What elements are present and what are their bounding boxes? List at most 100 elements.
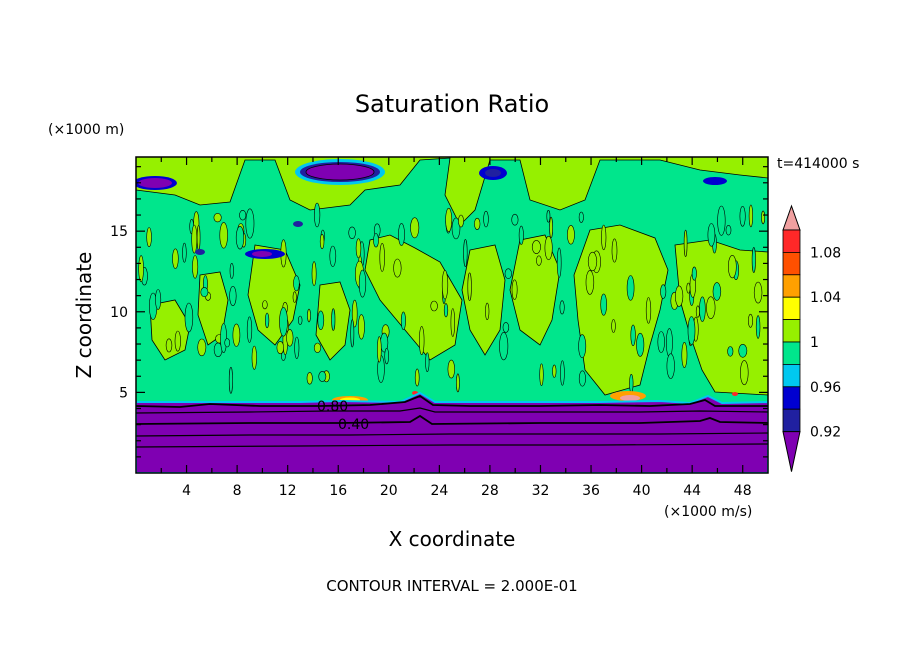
streak (748, 204, 754, 228)
contour-label-0.80: 0.80 (317, 399, 348, 415)
streak (348, 226, 356, 240)
colorbar-label: 0.96 (810, 380, 841, 396)
streak (265, 312, 270, 329)
streak (546, 210, 551, 223)
time-label: t=414000 s (777, 156, 859, 172)
streak (611, 319, 616, 333)
streak (246, 316, 253, 343)
contour-interval-footer: CONTOUR INTERVAL = 2.000E-01 (326, 577, 577, 595)
plot-frame (135, 156, 769, 474)
streak (311, 261, 317, 287)
streak (739, 206, 746, 227)
streak (228, 366, 233, 394)
streak (483, 210, 489, 228)
streak (447, 359, 455, 379)
streak (686, 282, 691, 294)
streak (629, 373, 634, 393)
streak (298, 315, 303, 325)
streak (279, 307, 288, 337)
streak (331, 308, 336, 331)
streak (666, 328, 673, 358)
streak (539, 363, 544, 386)
streak (200, 287, 209, 298)
streak (286, 329, 294, 347)
streak (626, 275, 635, 301)
streak (451, 217, 461, 240)
streak (355, 238, 362, 259)
streak (384, 348, 390, 365)
streak (313, 342, 322, 353)
x-tick-label: 12 (279, 483, 297, 499)
streak (443, 303, 449, 318)
colorbar-bottom-extension (782, 431, 801, 472)
colorbar-label: 0.92 (810, 425, 841, 441)
y-axis-ticks: 5 10 15 (110, 166, 768, 458)
streak (196, 225, 201, 251)
streak (146, 227, 152, 248)
colorbar-label: 1 (810, 335, 819, 351)
streak (549, 216, 553, 239)
streak (239, 210, 247, 221)
streak (645, 297, 652, 324)
streak (657, 331, 665, 353)
streak (358, 269, 367, 298)
streak (611, 238, 618, 263)
streak (219, 222, 228, 249)
streak (636, 332, 645, 357)
streak (560, 360, 565, 386)
streak (747, 313, 753, 328)
streak (706, 296, 716, 320)
streak (445, 207, 453, 233)
streak (410, 217, 420, 239)
streak (712, 282, 722, 301)
streak (578, 370, 586, 387)
streak (456, 373, 460, 393)
x-axis-ticks: 4 8 12 16 20 24 28 32 36 40 44 48 (160, 157, 752, 499)
streak (717, 205, 726, 236)
x-tick-label: 20 (380, 483, 398, 499)
colorbar: 1.08 1.04 1 0.96 0.92 (782, 204, 841, 472)
streak (707, 223, 716, 247)
streak (556, 247, 562, 278)
y-axis-label: Z coordinate (72, 252, 96, 379)
x-tick-label: 32 (532, 483, 550, 499)
streak (235, 226, 245, 250)
x-tick-label: 8 (233, 483, 242, 499)
x-tick-label: 36 (582, 483, 600, 499)
streak (511, 213, 519, 226)
streak (536, 255, 542, 266)
colorbar-label: 1.08 (810, 245, 841, 261)
streak (463, 239, 468, 267)
x-tick-label: 40 (633, 483, 651, 499)
colorbar-segment (782, 229, 801, 253)
streak (511, 279, 518, 300)
streak (695, 305, 700, 318)
streak (467, 272, 472, 301)
streak (585, 270, 595, 295)
streak (229, 262, 234, 279)
streak (314, 202, 321, 228)
streak (172, 248, 179, 269)
colorbar-segment (782, 251, 801, 276)
streak (485, 302, 490, 321)
streak (567, 225, 575, 245)
streak (229, 285, 237, 306)
streak (213, 213, 222, 223)
colorbar-segment (782, 363, 801, 388)
streak (351, 299, 358, 328)
streak (727, 255, 737, 279)
streak (220, 323, 227, 354)
x-tick-label: 16 (329, 483, 347, 499)
streak (755, 315, 761, 339)
streak (681, 341, 688, 368)
streak (559, 300, 565, 315)
streak (350, 319, 355, 348)
streak (245, 208, 255, 239)
streak (293, 275, 300, 292)
streak (430, 300, 438, 312)
streak (294, 336, 300, 359)
streak (138, 255, 144, 283)
streak (393, 258, 402, 278)
streak (458, 214, 464, 228)
